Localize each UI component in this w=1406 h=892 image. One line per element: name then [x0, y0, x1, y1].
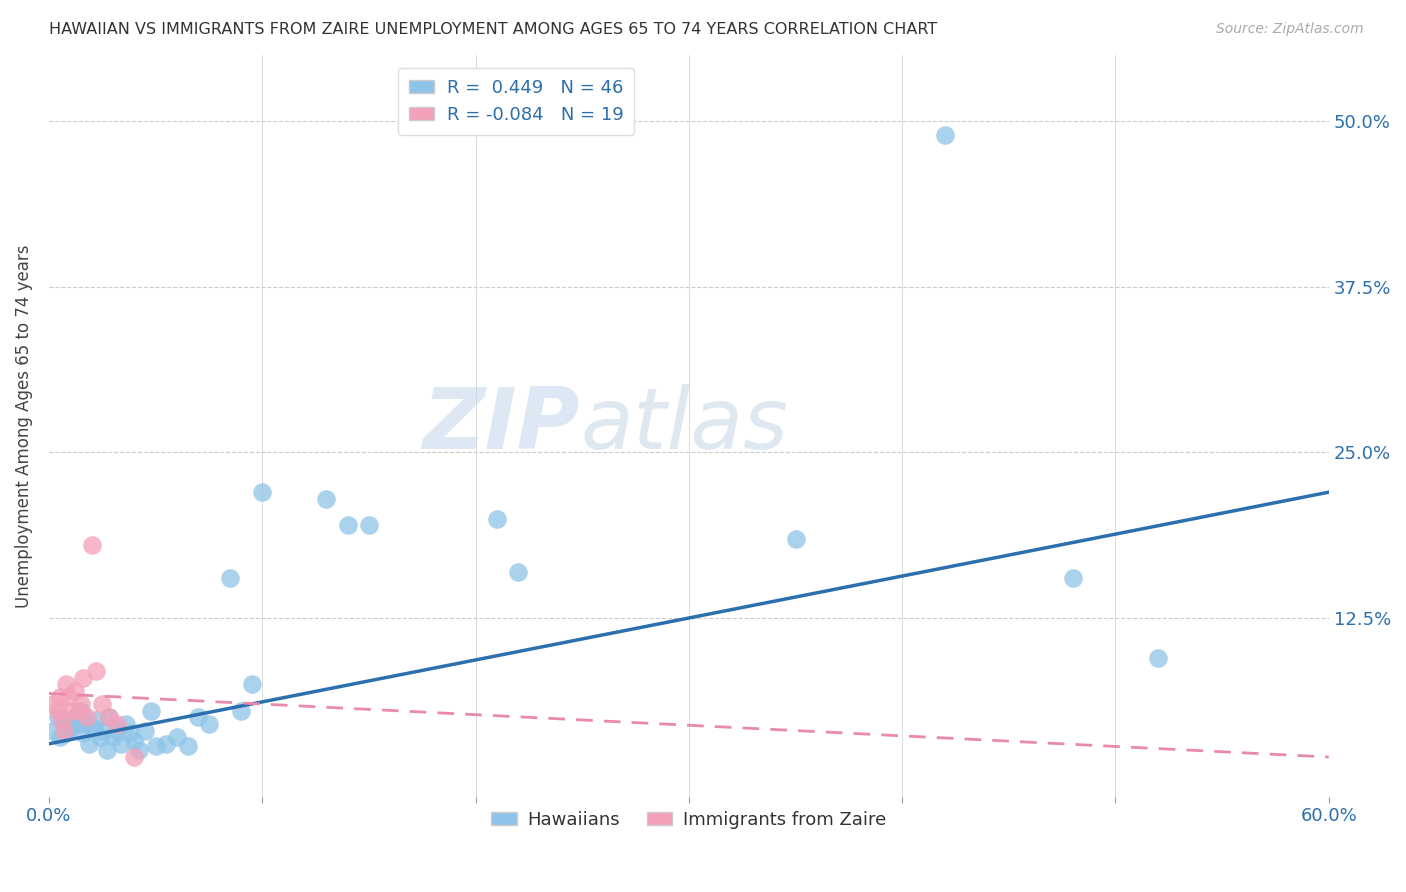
Point — [110, 737, 132, 751]
Point — [55, 677, 77, 691]
Point — [52, 717, 75, 731]
Point — [336, 518, 359, 533]
Point — [155, 737, 177, 751]
Point — [48, 690, 70, 705]
Point — [84, 713, 107, 727]
Point — [134, 723, 156, 738]
Point — [485, 511, 508, 525]
Point — [508, 565, 530, 579]
Point — [83, 721, 105, 735]
Point — [80, 538, 103, 552]
Point — [118, 726, 141, 740]
Point — [72, 726, 94, 740]
Point — [240, 677, 263, 691]
Point — [934, 128, 956, 142]
Point — [76, 710, 98, 724]
Point — [252, 485, 274, 500]
Point — [176, 739, 198, 754]
Text: Source: ZipAtlas.com: Source: ZipAtlas.com — [1216, 22, 1364, 37]
Point — [124, 734, 146, 748]
Point — [187, 710, 209, 724]
Point — [46, 704, 69, 718]
Point — [166, 730, 188, 744]
Point — [219, 571, 242, 585]
Point — [52, 723, 75, 738]
Point — [96, 743, 118, 757]
Point — [51, 713, 73, 727]
Text: ZIP: ZIP — [422, 384, 581, 467]
Point — [357, 518, 380, 533]
Point — [97, 710, 120, 724]
Point — [56, 690, 79, 705]
Point — [315, 491, 337, 506]
Point — [89, 730, 111, 744]
Point — [59, 721, 82, 735]
Point — [48, 730, 70, 744]
Legend: Hawaiians, Immigrants from Zaire: Hawaiians, Immigrants from Zaire — [484, 804, 894, 836]
Point — [55, 726, 77, 740]
Point — [66, 717, 89, 731]
Point — [72, 671, 94, 685]
Point — [79, 737, 101, 751]
Point — [145, 739, 167, 754]
Point — [105, 717, 128, 731]
Point — [124, 750, 146, 764]
Point — [785, 532, 807, 546]
Point — [91, 697, 114, 711]
Point — [70, 697, 93, 711]
Point — [128, 743, 150, 757]
Point — [1147, 650, 1170, 665]
Point — [141, 704, 163, 718]
Point — [63, 710, 86, 724]
Point — [84, 664, 107, 678]
Text: HAWAIIAN VS IMMIGRANTS FROM ZAIRE UNEMPLOYMENT AMONG AGES 65 TO 74 YEARS CORRELA: HAWAIIAN VS IMMIGRANTS FROM ZAIRE UNEMPL… — [49, 22, 938, 37]
Point — [97, 710, 120, 724]
Point — [42, 723, 65, 738]
Point — [67, 704, 90, 718]
Point — [70, 704, 93, 718]
Point — [46, 710, 69, 724]
Point — [1062, 571, 1084, 585]
Point — [91, 723, 114, 738]
Point — [101, 730, 124, 744]
Point — [59, 704, 82, 718]
Y-axis label: Unemployment Among Ages 65 to 74 years: Unemployment Among Ages 65 to 74 years — [15, 244, 32, 607]
Point — [105, 723, 128, 738]
Point — [63, 683, 86, 698]
Point — [229, 704, 252, 718]
Point — [198, 717, 221, 731]
Point — [75, 717, 97, 731]
Text: atlas: atlas — [581, 384, 789, 467]
Point — [42, 697, 65, 711]
Point — [114, 717, 136, 731]
